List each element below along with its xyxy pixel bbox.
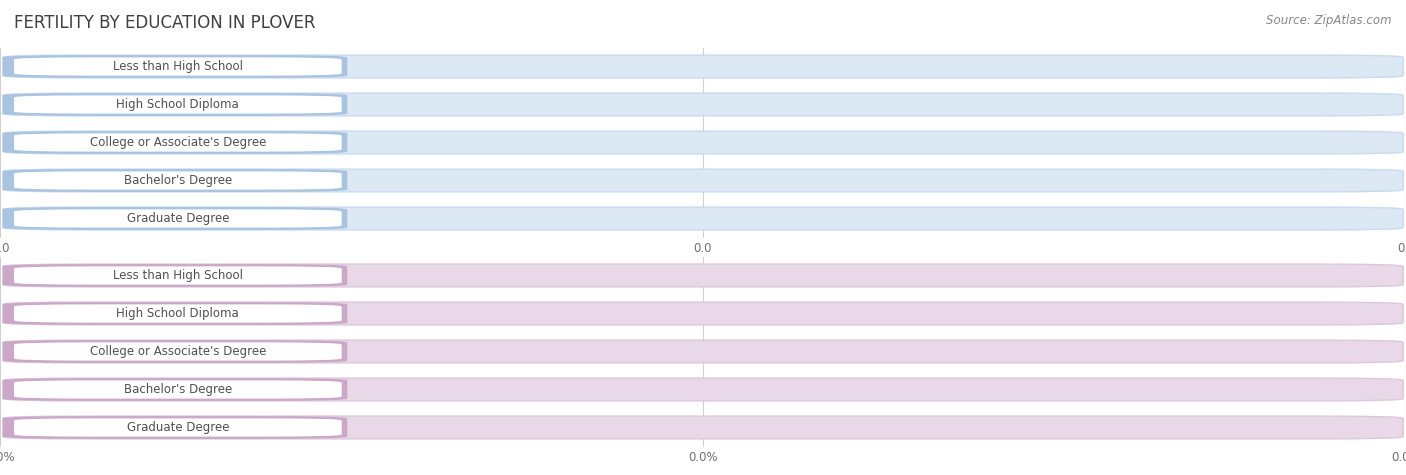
Text: 0.0: 0.0 [316, 175, 336, 186]
FancyBboxPatch shape [3, 302, 347, 325]
FancyBboxPatch shape [3, 55, 347, 78]
FancyBboxPatch shape [3, 340, 347, 363]
FancyBboxPatch shape [14, 209, 342, 228]
FancyBboxPatch shape [14, 133, 342, 152]
FancyBboxPatch shape [3, 378, 347, 401]
FancyBboxPatch shape [3, 55, 1403, 78]
FancyBboxPatch shape [3, 93, 1403, 116]
Text: Less than High School: Less than High School [112, 269, 243, 282]
Text: High School Diploma: High School Diploma [117, 307, 239, 320]
FancyBboxPatch shape [3, 264, 347, 287]
Text: Bachelor's Degree: Bachelor's Degree [124, 383, 232, 396]
FancyBboxPatch shape [3, 131, 347, 154]
FancyBboxPatch shape [14, 304, 342, 323]
Text: College or Associate's Degree: College or Associate's Degree [90, 136, 266, 149]
FancyBboxPatch shape [14, 57, 342, 76]
FancyBboxPatch shape [14, 95, 342, 114]
FancyBboxPatch shape [3, 378, 1403, 401]
FancyBboxPatch shape [3, 302, 1403, 325]
Text: 0.0%: 0.0% [305, 422, 336, 433]
FancyBboxPatch shape [14, 266, 342, 285]
FancyBboxPatch shape [3, 169, 347, 192]
FancyBboxPatch shape [14, 418, 342, 437]
Text: Graduate Degree: Graduate Degree [127, 212, 229, 225]
Text: 0.0%: 0.0% [305, 384, 336, 395]
Text: 0.0%: 0.0% [305, 346, 336, 357]
FancyBboxPatch shape [3, 207, 347, 230]
Text: Graduate Degree: Graduate Degree [127, 421, 229, 434]
Text: 0.0%: 0.0% [305, 308, 336, 319]
Text: FERTILITY BY EDUCATION IN PLOVER: FERTILITY BY EDUCATION IN PLOVER [14, 14, 315, 32]
Text: Bachelor's Degree: Bachelor's Degree [124, 174, 232, 187]
FancyBboxPatch shape [3, 131, 1403, 154]
FancyBboxPatch shape [14, 380, 342, 399]
FancyBboxPatch shape [3, 340, 1403, 363]
FancyBboxPatch shape [3, 169, 1403, 192]
FancyBboxPatch shape [3, 416, 1403, 439]
Text: College or Associate's Degree: College or Associate's Degree [90, 345, 266, 358]
Text: High School Diploma: High School Diploma [117, 98, 239, 111]
Text: Less than High School: Less than High School [112, 60, 243, 73]
Text: 0.0%: 0.0% [305, 270, 336, 281]
Text: 0.0: 0.0 [316, 137, 336, 148]
FancyBboxPatch shape [3, 264, 1403, 287]
Text: 0.0: 0.0 [316, 61, 336, 72]
Text: 0.0: 0.0 [316, 213, 336, 224]
FancyBboxPatch shape [3, 207, 1403, 230]
FancyBboxPatch shape [3, 93, 347, 116]
FancyBboxPatch shape [14, 342, 342, 361]
Text: Source: ZipAtlas.com: Source: ZipAtlas.com [1267, 14, 1392, 27]
FancyBboxPatch shape [14, 171, 342, 190]
Text: 0.0: 0.0 [316, 99, 336, 110]
FancyBboxPatch shape [3, 416, 347, 439]
